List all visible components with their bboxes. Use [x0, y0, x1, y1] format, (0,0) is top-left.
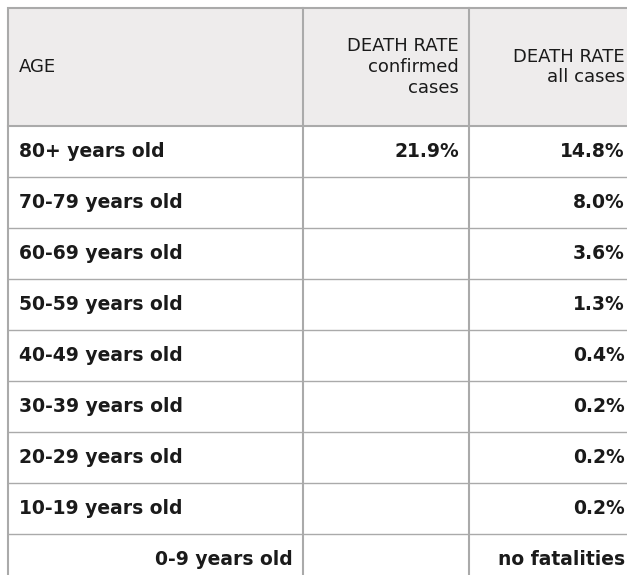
Text: 30-39 years old: 30-39 years old [19, 397, 183, 416]
Text: 80+ years old: 80+ years old [19, 142, 165, 161]
Text: 14.8%: 14.8% [561, 142, 625, 161]
Text: 0.2%: 0.2% [573, 448, 625, 467]
Bar [8, 330, 627, 381]
Bar [8, 279, 627, 330]
Bar [8, 381, 627, 432]
Text: AGE: AGE [19, 58, 56, 76]
Text: no fatalities: no fatalities [498, 550, 625, 569]
Text: 8.0%: 8.0% [573, 193, 625, 212]
Text: 3.6%: 3.6% [573, 244, 625, 263]
Text: 20-29 years old: 20-29 years old [19, 448, 182, 467]
Text: DEATH RATE
confirmed
cases: DEATH RATE confirmed cases [347, 37, 459, 97]
Bar [8, 8, 627, 126]
Text: 50-59 years old: 50-59 years old [19, 295, 182, 314]
Text: 70-79 years old: 70-79 years old [19, 193, 182, 212]
Text: 60-69 years old: 60-69 years old [19, 244, 182, 263]
Text: 10-19 years old: 10-19 years old [19, 499, 182, 518]
Bar [8, 432, 627, 483]
Bar [8, 126, 627, 177]
Text: 40-49 years old: 40-49 years old [19, 346, 182, 365]
Text: 21.9%: 21.9% [394, 142, 459, 161]
Text: 0.4%: 0.4% [573, 346, 625, 365]
Bar [8, 483, 627, 534]
Text: 0.2%: 0.2% [573, 397, 625, 416]
Bar [8, 534, 627, 575]
Text: 0-9 years old: 0-9 years old [155, 550, 293, 569]
Text: 1.3%: 1.3% [573, 295, 625, 314]
Bar [8, 228, 627, 279]
Text: 0.2%: 0.2% [573, 499, 625, 518]
Bar [8, 177, 627, 228]
Text: DEATH RATE
all cases: DEATH RATE all cases [514, 48, 625, 86]
